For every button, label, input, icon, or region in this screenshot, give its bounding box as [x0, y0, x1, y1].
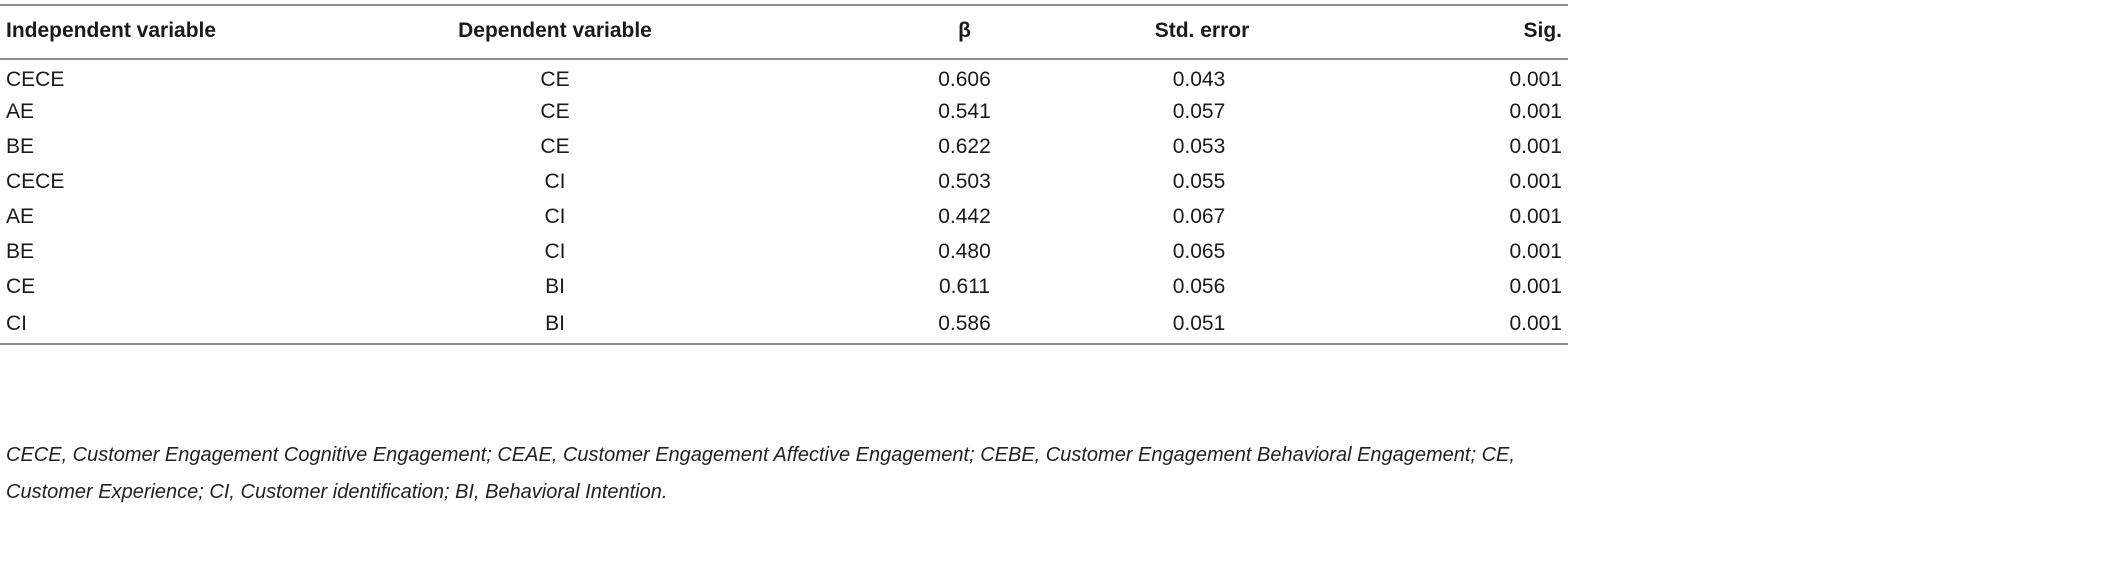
table-row: AE CE 0.541 0.057 0.001	[0, 94, 1568, 129]
cell-dependent: BI	[545, 311, 565, 335]
cell-beta: 0.622	[938, 134, 991, 158]
cell-sig: 0.001	[1509, 274, 1562, 298]
cell-std-error: 0.057	[1172, 99, 1226, 123]
table-row: BE CE 0.622 0.053 0.001	[0, 129, 1568, 164]
cell-std-error: 0.055	[1172, 169, 1226, 193]
header-independent-variable: Independent variable	[6, 19, 217, 42]
cell-independent: AE	[6, 204, 35, 228]
cell-independent: CECE	[6, 68, 65, 91]
cell-std-error: 0.065	[1172, 239, 1226, 263]
table-row: CECE CE 0.606 0.043 0.001	[0, 59, 1568, 94]
cell-independent: CECE	[6, 169, 65, 193]
cell-dependent: BI	[545, 274, 565, 298]
cell-std-error: 0.067	[1172, 204, 1226, 228]
table-header: Independent variable Dependent variable …	[0, 5, 1568, 59]
cell-dependent: CE	[540, 134, 570, 158]
cell-std-error: 0.043	[1172, 68, 1226, 91]
results-table: Independent variable Dependent variable …	[0, 4, 1568, 345]
table-row: CE BI 0.611 0.056 0.001	[0, 269, 1568, 304]
cell-sig: 0.001	[1509, 169, 1562, 193]
cell-dependent: CI	[544, 239, 566, 263]
cell-std-error: 0.056	[1172, 274, 1226, 298]
cell-std-error: 0.053	[1172, 134, 1226, 158]
cell-sig: 0.001	[1509, 311, 1562, 335]
cell-independent: BE	[6, 134, 35, 158]
cell-beta: 0.611	[939, 274, 990, 298]
cell-sig: 0.001	[1509, 134, 1562, 158]
header-std-error: Std. error	[1154, 19, 1250, 42]
cell-dependent: CE	[540, 99, 570, 123]
table-row: BE CI 0.480 0.065 0.001	[0, 234, 1568, 269]
table-row: CI BI 0.586 0.051 0.001	[0, 304, 1568, 344]
cell-beta: 0.442	[938, 204, 991, 228]
cell-beta: 0.503	[938, 169, 991, 193]
cell-independent: AE	[6, 99, 35, 123]
cell-sig: 0.001	[1509, 68, 1562, 91]
cell-dependent: CE	[540, 68, 570, 91]
cell-independent: CI	[6, 311, 27, 335]
cell-dependent: CI	[544, 169, 566, 193]
cell-beta: 0.541	[938, 99, 991, 123]
cell-sig: 0.001	[1509, 239, 1562, 263]
table-footnote: CECE, Customer Engagement Cognitive Enga…	[6, 444, 1515, 503]
table-body: CECE CE 0.606 0.043 0.001 AE CE 0.541 0.…	[0, 59, 1568, 344]
cell-beta: 0.480	[938, 239, 991, 263]
header-dependent-variable: Dependent variable	[458, 19, 652, 42]
cell-sig: 0.001	[1509, 99, 1562, 123]
header-sig: Sig.	[1523, 19, 1562, 42]
cell-beta: 0.606	[938, 68, 991, 91]
cell-std-error: 0.051	[1172, 311, 1226, 335]
cell-independent: CE	[6, 274, 36, 298]
header-row: Independent variable Dependent variable …	[0, 5, 1568, 59]
cell-beta: 0.586	[938, 311, 991, 335]
cell-independent: BE	[6, 239, 35, 263]
page: Independent variable Dependent variable …	[0, 4, 1568, 503]
cell-sig: 0.001	[1509, 204, 1562, 228]
cell-dependent: CI	[544, 204, 566, 228]
table-row: AE CI 0.442 0.067 0.001	[0, 199, 1568, 234]
table-row: CECE CI 0.503 0.055 0.001	[0, 164, 1568, 199]
header-beta: β	[958, 19, 971, 42]
